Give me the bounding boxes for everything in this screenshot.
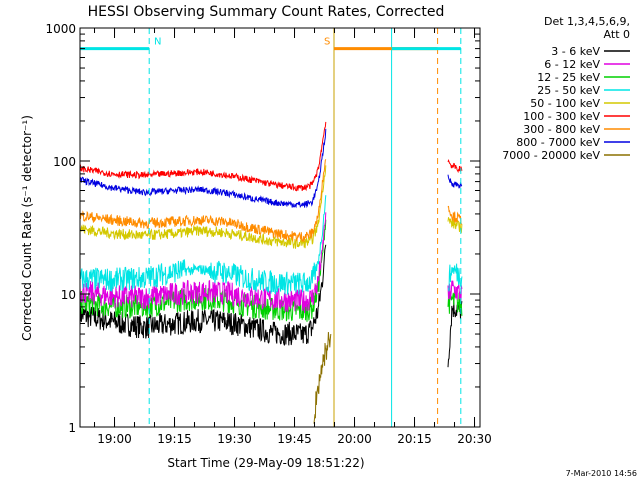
flag-label-n: N xyxy=(154,37,161,48)
x-axis: 19:00 19:15 19:30 19:45 20:00 20:15 20:30 xyxy=(94,28,492,446)
series-line-post-6-12kev xyxy=(447,280,463,302)
series-line-3-6kev xyxy=(79,244,327,346)
legend-label: 50 - 100 keV xyxy=(530,97,600,110)
x-axis-title: Start Time (29-May-09 18:51:22) xyxy=(167,456,364,470)
legend-label: 12 - 25 keV xyxy=(537,71,600,84)
y-axis-title: Corrected Count Rate (s⁻¹ detector⁻¹) xyxy=(20,115,34,341)
legend-label: 300 - 800 keV xyxy=(523,123,600,136)
x-tick-label: 20:15 xyxy=(397,432,432,446)
x-tick-label: 20:00 xyxy=(337,432,372,446)
x-tick-label: 19:45 xyxy=(277,432,312,446)
legend-label: 3 - 6 keV xyxy=(551,45,600,58)
legend-label: 800 - 7000 keV xyxy=(516,136,600,149)
series-line-post-25-50kev xyxy=(447,263,463,292)
legend-label: 25 - 50 keV xyxy=(537,84,600,97)
series-line-300-800kev xyxy=(79,159,327,242)
y-tick-label: 100 xyxy=(53,155,76,169)
series-line-post-100-300kev xyxy=(447,158,463,174)
series-line-100-300kev xyxy=(79,121,327,192)
legend-label: 6 - 12 keV xyxy=(544,58,600,71)
y-tick-label: 1 xyxy=(68,421,76,435)
detector-info-line-1: Det 1,3,4,5,6,9, xyxy=(544,15,630,28)
series-line-25-50kev xyxy=(79,195,327,296)
legend-label: 7000 - 20000 keV xyxy=(502,149,600,162)
series-line-post-800-7000kev xyxy=(447,174,463,189)
series-line-6-12kev xyxy=(79,212,327,314)
series-line-7000-20000kev xyxy=(313,331,332,424)
series-line-800-7000kev xyxy=(79,128,327,209)
legend-label: 100 - 300 keV xyxy=(523,110,600,123)
y-tick-label: 10 xyxy=(61,288,76,302)
chart-title: HESSI Observing Summary Count Rates, Cor… xyxy=(88,4,445,20)
x-tick-label: 19:00 xyxy=(97,432,132,446)
detector-info-line-2: Att 0 xyxy=(604,28,630,41)
series-line-post-50-100kev xyxy=(447,217,463,234)
series-line-50-100kev xyxy=(79,165,327,249)
y-tick-label: 1000 xyxy=(45,22,76,36)
series-line-post-300-800kev xyxy=(447,205,463,225)
plot-frame xyxy=(79,27,481,428)
y-axis: 1 10 100 1000 xyxy=(45,22,480,435)
x-tick-label: 20:30 xyxy=(457,432,492,446)
x-tick-label: 19:15 xyxy=(157,432,192,446)
flag-label-s: S xyxy=(324,37,330,48)
x-tick-label: 19:30 xyxy=(217,432,252,446)
footer-date: 7-Mar-2010 14:56 xyxy=(566,469,637,478)
